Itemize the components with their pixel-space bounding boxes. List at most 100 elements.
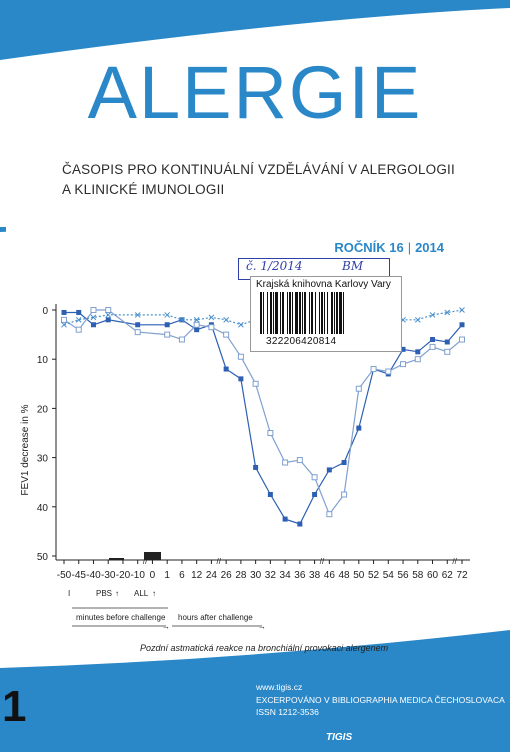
data-point — [238, 321, 244, 328]
x-tick-label: 38 — [309, 570, 321, 581]
data-point — [429, 343, 436, 350]
cross-stroke — [90, 314, 97, 321]
data-point — [75, 326, 82, 333]
cross-stroke — [61, 321, 67, 328]
barcode-bar — [327, 292, 328, 334]
cross-stroke — [75, 316, 82, 323]
data-point — [223, 316, 230, 323]
hours-arrow-icon: → — [258, 622, 266, 631]
axis-break-mark: // — [320, 557, 325, 566]
data-point — [223, 366, 229, 372]
cross-stroke — [193, 316, 200, 323]
cross-stroke — [238, 321, 244, 328]
axis-break-mark: // — [217, 557, 222, 566]
subtitle-line-1: ČASOPIS PRO KONTINUÁLNÍ VZDĚLÁVÁNÍ V ALE… — [62, 162, 455, 177]
data-point — [341, 491, 348, 498]
x-tick-label: 0 — [150, 570, 156, 581]
data-point — [178, 336, 185, 343]
barcode-bar — [260, 292, 262, 334]
data-point — [193, 316, 200, 323]
data-point — [237, 353, 244, 360]
pbs-arrow-icon: ↑ — [115, 589, 119, 598]
volume-band — [0, 175, 510, 286]
barcode-bar — [299, 292, 301, 334]
data-point — [444, 339, 450, 345]
data-point — [267, 430, 274, 436]
handwritten-issue: č. 1/2014 — [246, 259, 303, 273]
volume-info: ROČNÍK 16 | 2014 — [334, 240, 444, 255]
minutes-arrow-icon: → — [162, 622, 170, 631]
x-tick-label: 54 — [383, 570, 395, 581]
data-point — [75, 316, 82, 323]
cross-stroke — [414, 316, 421, 323]
cross-stroke — [134, 312, 141, 318]
data-point — [105, 317, 111, 323]
barcode-bar — [339, 292, 342, 334]
x-tick-label: -20 — [116, 570, 131, 581]
cross-stroke — [164, 312, 171, 318]
x-tick-label: 58 — [412, 570, 424, 581]
x-tick-label: 6 — [179, 570, 185, 581]
data-point — [135, 322, 141, 328]
footer-issn: ISSN 1212-3536 — [256, 707, 319, 717]
barcode-bar — [302, 292, 303, 334]
footer-info: www.tigis.cz EXCERPOVÁNO V BIBLIOGRAPHIA… — [256, 681, 505, 719]
barcode-bar — [324, 292, 325, 334]
barcode-bar — [282, 292, 284, 334]
data-point — [459, 322, 465, 328]
data-point — [164, 312, 171, 318]
barcode-bar — [309, 292, 310, 334]
minutes-label: minutes before challenge — [76, 613, 166, 622]
subtitle-line-2: A KLINICKÉ IMUNOLOGII — [62, 182, 225, 197]
y-axis-label: FEV1 decrease in % — [20, 404, 31, 495]
data-point — [164, 322, 170, 328]
data-point — [238, 376, 244, 382]
barcode-bar — [267, 292, 268, 334]
left-small-mark: I — [68, 589, 70, 598]
x-tick-label: 26 — [221, 570, 233, 581]
x-tick-label: 62 — [442, 570, 454, 581]
y-tick-label: 30 — [37, 454, 49, 465]
x-tick-label: 48 — [339, 570, 351, 581]
x-tick-label: 72 — [456, 570, 468, 581]
x-tick-label: 60 — [427, 570, 439, 581]
barcode-bar — [315, 292, 316, 334]
data-point — [208, 314, 215, 321]
journal-subtitle: ČASOPIS PRO KONTINUÁLNÍ VZDĚLÁVÁNÍ V ALE… — [62, 160, 455, 200]
data-point — [105, 307, 112, 313]
chart-axes: // // // // — [55, 304, 470, 566]
data-point — [444, 309, 451, 316]
cross-stroke — [208, 314, 215, 321]
figure-caption: Pozdní astmatická reakce na bronchiální … — [140, 643, 389, 653]
data-point — [164, 331, 171, 338]
data-point — [415, 349, 421, 355]
data-point — [311, 474, 318, 481]
barcode-bar — [331, 292, 333, 334]
barcode-bar — [311, 292, 313, 334]
barcode-bar — [304, 292, 306, 334]
barcode-bar — [321, 292, 323, 334]
hours-label: hours after challenge — [178, 613, 253, 622]
data-point — [326, 467, 332, 473]
x-tick-label: 30 — [250, 570, 262, 581]
cross-stroke — [429, 312, 436, 318]
barcode-bar — [287, 292, 288, 334]
x-tick-label: 50 — [353, 570, 365, 581]
data-point — [297, 521, 303, 527]
volume-year: 2014 — [415, 240, 444, 255]
barcode — [260, 292, 344, 334]
axis-break-mark: // — [452, 557, 457, 566]
data-point — [414, 356, 421, 363]
barcode-bar — [273, 292, 274, 334]
series-line — [64, 311, 463, 525]
barcode-bar — [292, 292, 293, 334]
data-point — [312, 492, 318, 497]
y-tick-label: 20 — [37, 404, 49, 415]
data-point — [134, 329, 141, 336]
data-point — [282, 516, 288, 522]
barcode-bar — [289, 292, 291, 334]
data-point — [459, 307, 465, 313]
data-point — [282, 459, 289, 466]
bottom-blue-band — [0, 630, 510, 752]
y-tick-label: 0 — [42, 306, 48, 317]
